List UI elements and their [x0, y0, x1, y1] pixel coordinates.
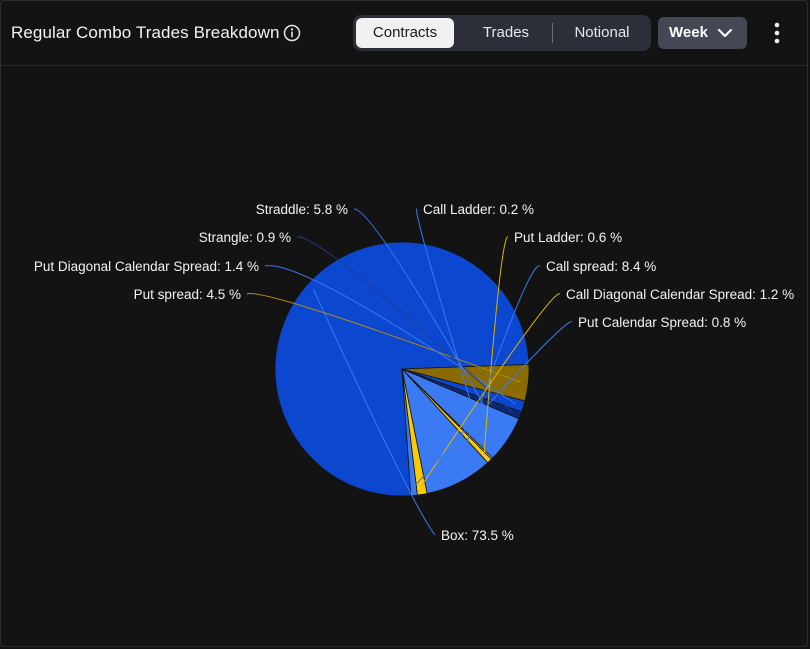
tab-notional[interactable]: Notional — [574, 24, 630, 41]
info-icon[interactable] — [283, 24, 301, 42]
leader-line-put-ladder — [483, 236, 509, 456]
pie-slice-put-calendar-spread[interactable] — [401, 368, 418, 497]
period-dropdown-label: Week — [669, 24, 708, 41]
kebab-menu-icon[interactable] — [769, 19, 785, 47]
pie-labels: Box: 73.5 % Put spread: 4.5 % Put Diagonal… — [34, 202, 794, 543]
chevron-down-icon — [717, 28, 733, 38]
data-label-call-diagonal-calendar-spread: Call Diagonal Calendar Spread: 1.2 % — [566, 287, 794, 302]
panel-header: Regular Combo Trades Breakdown Contracts… — [1, 1, 807, 66]
data-label-call-spread: Call spread: 8.4 % — [546, 259, 656, 274]
data-label-put-ladder: Put Ladder: 0.6 % — [514, 230, 622, 245]
data-label-straddle: Straddle: 5.8 % — [256, 202, 348, 217]
data-label-put-spread: Put spread: 4.5 % — [134, 287, 241, 302]
leader-line-straddle — [353, 208, 502, 436]
leader-line-put-calendar-spread — [413, 321, 573, 488]
data-label-put-calendar-spread: Put Calendar Spread: 0.8 % — [578, 315, 746, 330]
leader-line-call-spread — [455, 265, 541, 476]
data-label-strangle: Strangle: 0.9 % — [199, 230, 291, 245]
data-label-put-diagonal-calendar-spread: Put Diagonal Calendar Spread: 1.4 % — [34, 259, 259, 274]
leader-line-call-ladder — [416, 208, 487, 454]
panel-title: Regular Combo Trades Breakdown — [11, 23, 280, 42]
data-label-call-ladder: Call Ladder: 0.2 % — [423, 202, 534, 217]
leader-line-box — [313, 289, 436, 536]
leader-line-call-diagonal-calendar-spread — [420, 293, 561, 487]
data-label-box: Box: 73.5 % — [441, 528, 514, 543]
tab-divider — [552, 23, 553, 43]
period-dropdown[interactable]: Week — [658, 17, 747, 49]
tab-contracts[interactable]: Contracts — [356, 18, 454, 48]
leader-line-strangle — [296, 236, 514, 413]
metric-toggle: Contracts Trades Notional — [353, 15, 651, 51]
tab-trades[interactable]: Trades — [482, 24, 530, 41]
